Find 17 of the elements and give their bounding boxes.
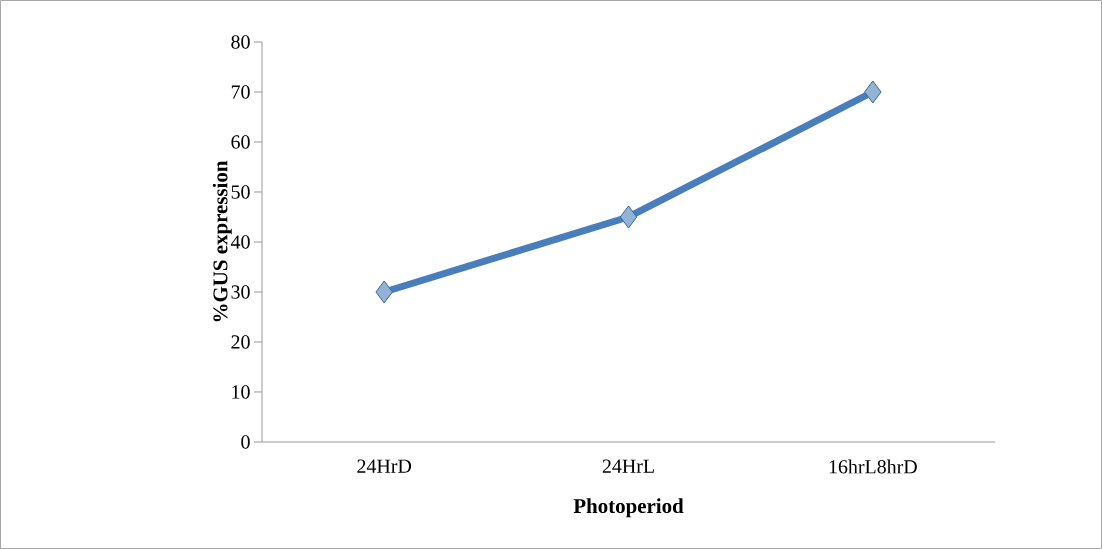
x-tick-label: 24HrD [357, 459, 412, 473]
point [375, 280, 393, 304]
point [619, 205, 638, 229]
x-axis-title: Photoperiod [573, 498, 684, 518]
y-tick-label: 0 [241, 435, 250, 449]
x-tick-label: 16hrL8hrD [829, 459, 917, 474]
y-tick-label: 40 [230, 235, 250, 249]
y-tick-label: 20 [231, 335, 250, 349]
y-tick-label: 70 [231, 85, 250, 99]
y-tick-label: 80 [231, 35, 250, 49]
point [864, 80, 882, 104]
y-tick-label: 60 [231, 135, 250, 149]
x-tick-label: 24HrL [602, 459, 654, 473]
y-axis-title: %GUS expression [212, 160, 232, 322]
y-tick-label: 50 [231, 185, 250, 199]
y-tick-label: 30 [231, 285, 250, 299]
y-tick-label: 10 [232, 385, 250, 399]
